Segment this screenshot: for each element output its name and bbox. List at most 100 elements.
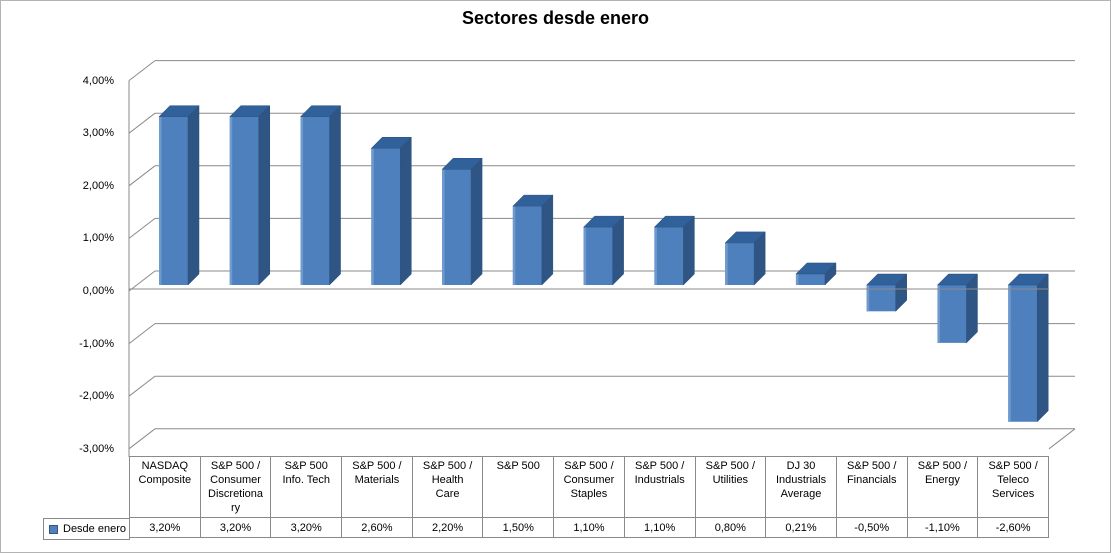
bar-front-face — [159, 116, 188, 286]
bar-highlight — [512, 206, 516, 285]
bar-front-face — [583, 227, 613, 285]
bar-s-p-500-info-tech[interactable] — [299, 105, 342, 286]
floor-depth-edge — [1048, 428, 1076, 450]
bar-s-p-500-materials[interactable] — [370, 136, 412, 286]
bar-highlight — [1008, 285, 1011, 422]
category-cell-s-p-500-info-tech: S&P 500 Info. Tech — [270, 456, 343, 518]
value-cell-s-p-500-energy: -1,10% — [906, 517, 979, 538]
gridline-depth-connector — [128, 375, 156, 397]
legend[interactable]: Desde enero — [43, 518, 130, 540]
y-axis-label: 2,00% — [82, 179, 114, 192]
y-axis-label: 3,00% — [82, 127, 114, 140]
category-cell-s-p-500-materials: S&P 500 /Materials — [341, 456, 413, 518]
bar-side-face — [966, 273, 978, 344]
bar-dj-30-industrials-average[interactable] — [795, 262, 837, 286]
bar-highlight — [725, 242, 728, 285]
bar-s-p-500[interactable] — [512, 194, 554, 286]
bar-front-face — [371, 148, 401, 285]
y-axis-label: 1,00% — [82, 232, 114, 245]
bar-s-p-500-energy[interactable] — [936, 273, 979, 344]
bar-s-p-500-utilities[interactable] — [724, 231, 766, 286]
bar-highlight — [159, 116, 162, 286]
category-cell-s-p-500-health-care: S&P 500 /Health Care — [411, 456, 484, 518]
category-cell-s-p-500-consumer-staples: S&P 500 /Consumer Staples — [553, 456, 625, 518]
bar-s-p-500-teleco-services[interactable] — [1007, 273, 1049, 423]
value-cell-s-p-500-health-care: 2,20% — [411, 517, 484, 538]
category-cell-s-p-500-financials: S&P 500 /Financials — [835, 456, 908, 518]
bar-s-p-500-financials[interactable] — [866, 273, 908, 312]
bar-highlight — [442, 169, 445, 285]
legend-color-swatch-icon — [49, 524, 58, 534]
bar-side-face — [541, 194, 554, 286]
bar-s-p-500-consumer-discretionary[interactable] — [229, 105, 271, 286]
gridline-depth-connector — [128, 270, 156, 292]
category-cell-s-p-500-energy: S&P 500 /Energy — [906, 456, 979, 518]
y-axis-label: 0,00% — [82, 285, 114, 297]
value-cell-dj-30-industrials-average: 0,21% — [765, 517, 837, 538]
bar-highlight — [795, 273, 799, 285]
bar-side-face — [612, 215, 624, 286]
gridline-depth-connector — [128, 323, 156, 344]
gridline-depth-connector — [128, 428, 156, 450]
value-cell-s-p-500-consumer-discretionary: 3,20% — [199, 517, 272, 538]
y-axis-label: 4,00% — [82, 74, 114, 87]
category-cell-s-p-500-teleco-services: S&P 500 /Teleco Services — [977, 456, 1049, 518]
value-cell-s-p-500-financials: -0,50% — [835, 517, 908, 538]
gridline-depth-connector — [128, 60, 156, 81]
value-cell-s-p-500-materials: 2,60% — [341, 517, 413, 538]
bar-side-face — [329, 105, 341, 286]
bar-front-face — [654, 227, 684, 285]
bar-s-p-500-industrials[interactable] — [653, 215, 695, 286]
bar-side-face — [753, 231, 766, 286]
bar-highlight — [937, 285, 940, 343]
category-cell-s-p-500: S&P 500 — [482, 456, 555, 518]
bar-highlight — [654, 227, 657, 285]
value-cell-s-p-500-utilities: 0,80% — [694, 517, 767, 538]
y-axis-label: -1,00% — [79, 337, 114, 350]
bar-highlight — [300, 116, 304, 286]
bar-front-face — [300, 116, 330, 286]
bar-front-face — [725, 242, 755, 285]
value-row: 3,20% 3,20% 3,20% 2,60% 2,20% 1,50% 1,10% 1,10%… — [129, 517, 1049, 538]
bar-front-face — [229, 116, 259, 286]
gridline-depth-connector — [128, 112, 156, 134]
category-cell-dj-30-industrials-average: DJ 30 Industrials Average — [765, 456, 837, 518]
bar-side-face — [187, 105, 200, 286]
bar-highlight — [229, 116, 233, 286]
bar-highlight — [866, 285, 870, 312]
value-cell-nasdaq-composite: 3,20% — [129, 517, 201, 538]
legend-series-label: Desde enero — [63, 523, 126, 535]
gridline-depth-connector — [128, 165, 156, 187]
category-header-row: NASDAQ Composite S&P 500 /Consumer Discreti… — [129, 456, 1049, 518]
bar-s-p-500-health-care[interactable] — [441, 157, 483, 286]
category-cell-s-p-500-utilities: S&P 500 /Utilities — [694, 456, 767, 518]
bar-s-p-500-consumer-staples[interactable] — [583, 215, 625, 286]
bar-side-face — [895, 273, 907, 312]
bar-side-face — [400, 136, 412, 286]
value-cell-s-p-500: 1,50% — [482, 517, 555, 538]
bar-side-face — [258, 105, 271, 286]
bar-nasdaq-composite[interactable] — [158, 105, 200, 286]
data-table: NASDAQ Composite S&P 500 /Consumer Discreti… — [129, 456, 1049, 538]
bar-front-face — [512, 206, 542, 285]
bar-front-face — [937, 285, 967, 343]
y-axis-label: -2,00% — [79, 390, 114, 403]
bar-side-face — [824, 262, 837, 286]
value-cell-s-p-500-consumer-staples: 1,10% — [553, 517, 625, 538]
bar-side-face — [470, 157, 483, 286]
category-cell-s-p-500-industrials: S&P 500 /Industrials — [623, 456, 696, 518]
bar-front-face — [442, 169, 472, 285]
value-cell-s-p-500-info-tech: 3,20% — [270, 517, 343, 538]
category-cell-nasdaq-composite: NASDAQ Composite — [129, 456, 201, 518]
bar-highlight — [371, 148, 374, 285]
value-cell-s-p-500-teleco-services: -2,60% — [977, 517, 1049, 538]
bar-front-face — [1008, 285, 1038, 422]
bar-side-face — [683, 215, 695, 286]
bar-highlight — [583, 227, 587, 285]
category-cell-s-p-500-consumer-discretionary: S&P 500 /Consumer Discretiona ry — [199, 456, 272, 518]
chart-title[interactable]: Sectores desde enero — [461, 8, 650, 28]
gridline-depth-connector — [128, 218, 156, 239]
bar-side-face — [1036, 273, 1049, 423]
